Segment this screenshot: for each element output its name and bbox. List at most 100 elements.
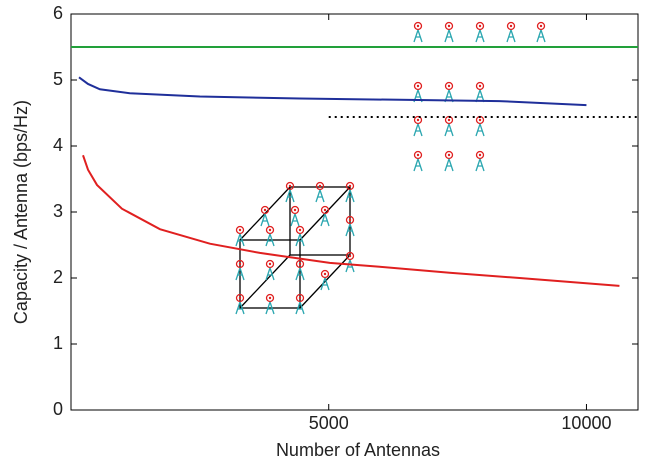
antenna-icon: [345, 215, 355, 237]
antenna-mast: [295, 301, 305, 315]
antenna-mast: [444, 123, 454, 137]
antenna-head: [345, 181, 355, 191]
antenna-head: [444, 81, 454, 91]
antenna-dot: [447, 118, 451, 122]
antenna-head: [285, 181, 295, 191]
antenna-dot: [238, 296, 242, 300]
antenna-mast: [536, 29, 546, 43]
antenna-dot: [509, 24, 513, 28]
antenna-head: [235, 225, 245, 235]
antenna-icon: [475, 81, 485, 103]
antenna-mast: [345, 189, 355, 203]
antenna-mast: [235, 267, 245, 281]
antenna-dot: [348, 184, 352, 188]
antenna-icon: [413, 21, 423, 43]
antenna-dot: [416, 153, 420, 157]
antenna-dot: [263, 208, 267, 212]
antenna-head: [315, 181, 325, 191]
antenna-dot: [348, 254, 352, 258]
antenna-dot: [238, 228, 242, 232]
antenna-icon: [235, 225, 245, 247]
antenna-dot: [416, 84, 420, 88]
antenna-mast: [295, 267, 305, 281]
antenna-mast: [295, 233, 305, 247]
antenna-dot: [416, 118, 420, 122]
antenna-mast: [265, 301, 275, 315]
antenna-head: [444, 21, 454, 31]
antenna-dot: [323, 272, 327, 276]
antenna-head: [265, 225, 275, 235]
antenna-dot: [478, 24, 482, 28]
antenna-mast: [265, 267, 275, 281]
antenna-mast: [315, 189, 325, 203]
antenna-icon: [345, 251, 355, 273]
antenna-icon: [345, 181, 355, 203]
antenna-dot: [478, 84, 482, 88]
antenna-head: [260, 205, 270, 215]
antenna-head: [235, 293, 245, 303]
y-tick-label: 6: [53, 3, 63, 23]
antenna-head: [320, 269, 330, 279]
antenna-head: [413, 21, 423, 31]
antenna-icon: [413, 115, 423, 137]
antenna-icon: [320, 269, 330, 291]
antenna-icon: [265, 225, 275, 247]
antenna-head: [413, 115, 423, 125]
antenna-head: [345, 251, 355, 261]
antenna-mast: [320, 277, 330, 291]
antenna-dot: [447, 84, 451, 88]
antenna-icon: [475, 150, 485, 172]
antenna-icon: [295, 293, 305, 315]
antenna-mast: [444, 158, 454, 172]
antenna-mast: [413, 158, 423, 172]
y-tick-label: 4: [53, 135, 63, 155]
antenna-head: [265, 259, 275, 269]
antenna-icon: [475, 21, 485, 43]
antenna-dot: [478, 153, 482, 157]
antenna-dot: [478, 118, 482, 122]
antenna-mast: [235, 233, 245, 247]
antenna-head: [506, 21, 516, 31]
antenna-icon: [235, 259, 245, 281]
antenna-head: [295, 225, 305, 235]
antenna-mast: [444, 29, 454, 43]
cube-front: [239, 239, 301, 309]
antenna-dot: [447, 153, 451, 157]
antenna-mast: [506, 29, 516, 43]
antenna-head: [413, 150, 423, 160]
antenna-mast: [345, 223, 355, 237]
antenna-mast: [475, 29, 485, 43]
antenna-illustration: [235, 21, 546, 315]
x-tick-label: 10000: [561, 413, 611, 433]
antenna-head: [536, 21, 546, 31]
antenna-icon: [444, 21, 454, 43]
antenna-icon: [260, 205, 270, 227]
antenna-head: [235, 259, 245, 269]
antenna-icon: [315, 181, 325, 203]
series-line: [78, 76, 587, 107]
y-tick-label: 0: [53, 399, 63, 419]
y-tick-label: 5: [53, 69, 63, 89]
antenna-head: [475, 81, 485, 91]
antenna-mast: [290, 213, 300, 227]
antenna-dot: [416, 24, 420, 28]
antenna-icon: [235, 293, 245, 315]
antenna-head: [413, 81, 423, 91]
antenna-icon: [285, 181, 295, 203]
antenna-mast: [345, 259, 355, 273]
antenna-dot: [348, 218, 352, 222]
antenna-icon: [536, 21, 546, 43]
antenna-mast: [320, 213, 330, 227]
y-tick-label: 3: [53, 201, 63, 221]
antenna-dot: [238, 262, 242, 266]
x-tick-label: 5000: [309, 413, 349, 433]
antenna-icon: [506, 21, 516, 43]
antenna-head: [345, 215, 355, 225]
y-tick-label: 2: [53, 267, 63, 287]
antenna-icon: [265, 259, 275, 281]
antenna-mast: [413, 123, 423, 137]
antenna-dot: [539, 24, 543, 28]
antenna-dot: [268, 262, 272, 266]
antenna-head: [475, 150, 485, 160]
